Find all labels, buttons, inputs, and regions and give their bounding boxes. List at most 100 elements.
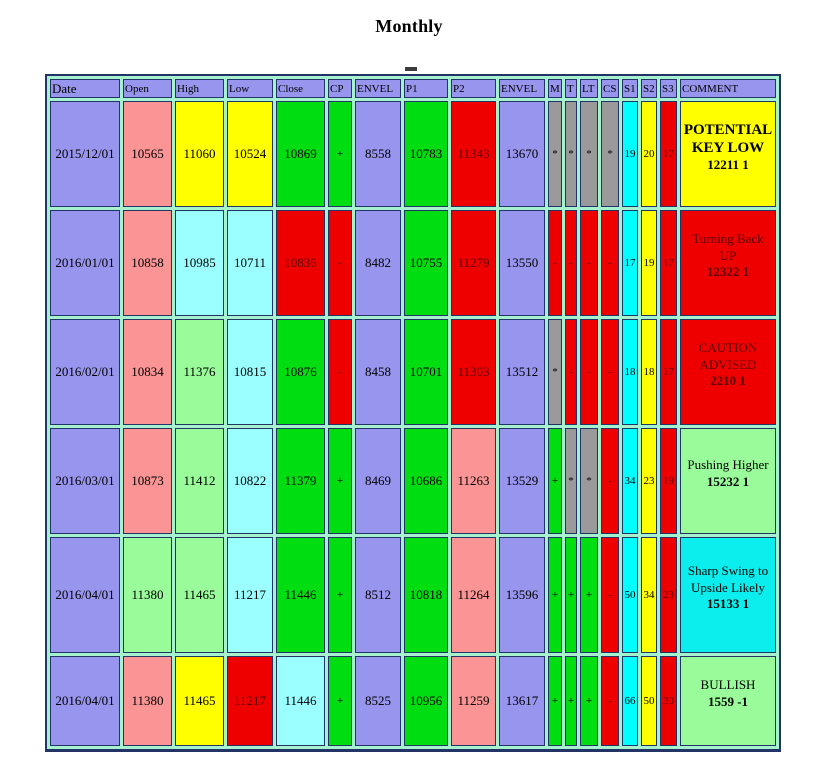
cell-close: 10869 xyxy=(276,101,325,207)
table-body: 2015/12/01 10565 11060 10524 10869 +8558 10783… xyxy=(50,101,776,746)
comment-number: 12211 1 xyxy=(707,156,749,172)
cell-m: + xyxy=(548,537,562,653)
cell-envel2: 13550 xyxy=(499,210,545,316)
table-container: Date Open High Low Close CP ENVEL P1 P2 ENVEL M T LT… xyxy=(45,74,781,752)
cell-high: 11465 xyxy=(175,537,224,653)
cell-date: 2016/04/01 xyxy=(50,656,120,746)
cell-p1: 10783 xyxy=(404,101,448,207)
cell-s3: 23 xyxy=(660,537,677,653)
column-header-p2: P2 xyxy=(451,79,496,98)
column-header-p1: P1 xyxy=(404,79,448,98)
cell-p2: 11303 xyxy=(451,319,496,425)
comment-number: 15232 1 xyxy=(706,473,750,489)
cell-cs: * xyxy=(601,101,619,207)
cell-lt: - xyxy=(580,210,598,316)
cell-m: + xyxy=(548,428,562,534)
cell-s1: 66 xyxy=(622,656,638,746)
cell-envel1: 8525 xyxy=(355,656,401,746)
column-header-comment: COMMENT xyxy=(680,79,776,98)
cell-s2: 19 xyxy=(641,210,657,316)
cell-close: 10836 xyxy=(276,210,325,316)
table-row: 2015/12/01 10565 11060 10524 10869 +8558 10783… xyxy=(50,101,776,207)
cell-open: 11380 xyxy=(123,656,172,746)
table-head: Date Open High Low Close CP ENVEL P1 P2 ENVEL M T LT… xyxy=(50,79,776,98)
cell-date: 2016/02/01 xyxy=(50,319,120,425)
column-header-envel1: ENVEL xyxy=(355,79,401,98)
cell-cp: + xyxy=(328,537,352,653)
cell-s1: 17 xyxy=(622,210,638,316)
cell-s1: 18 xyxy=(622,319,638,425)
cell-close: 11446 xyxy=(276,656,325,746)
cell-m: * xyxy=(548,319,562,425)
cell-s1: 50 xyxy=(622,537,638,653)
column-header-s3: S3 xyxy=(660,79,677,98)
cell-t: * xyxy=(565,101,577,207)
cell-high: 10985 xyxy=(175,210,224,316)
cell-open: 10858 xyxy=(123,210,172,316)
cell-low: 10524 xyxy=(227,101,273,207)
comment-wrap: Pushing Higher 15232 1 xyxy=(681,454,775,507)
cell-close: 11446 xyxy=(276,537,325,653)
column-header-date: Date xyxy=(50,79,120,98)
cell-low: 11217 xyxy=(227,656,273,746)
cell-m: + xyxy=(548,656,562,746)
cell-lt: - xyxy=(580,319,598,425)
cell-lt: * xyxy=(580,428,598,534)
cell-cp: - xyxy=(328,319,352,425)
cell-cp: + xyxy=(328,656,352,746)
comment-wrap: BULLISH 1559 -1 xyxy=(681,674,775,727)
column-header-lt: LT xyxy=(580,79,598,98)
cell-cp: + xyxy=(328,428,352,534)
cell-close: 11379 xyxy=(276,428,325,534)
cell-t: - xyxy=(565,210,577,316)
cell-s2: 50 xyxy=(641,656,657,746)
cell-high: 11376 xyxy=(175,319,224,425)
cell-high: 11412 xyxy=(175,428,224,534)
column-header-envel2: ENVEL xyxy=(499,79,545,98)
dash-mark xyxy=(405,67,417,71)
cell-envel2: 13512 xyxy=(499,319,545,425)
comment-text: CAUTION ADVISED xyxy=(698,340,758,372)
cell-s3: 17 xyxy=(660,319,677,425)
cell-comment: POTENTIAL KEY LOW 12211 1 xyxy=(680,101,776,207)
table-row: 2016/04/01 11380 11465 11217 11446 +8525 10956… xyxy=(50,656,776,746)
cell-cs: - xyxy=(601,210,619,316)
cell-m: - xyxy=(548,210,562,316)
cell-cp: - xyxy=(328,210,352,316)
cell-t: - xyxy=(565,319,577,425)
cell-open: 10565 xyxy=(123,101,172,207)
cell-open: 10834 xyxy=(123,319,172,425)
comment-number: 15133 1 xyxy=(706,595,750,611)
column-header-s1: S1 xyxy=(622,79,638,98)
column-header-open: Open xyxy=(123,79,172,98)
cell-open: 10873 xyxy=(123,428,172,534)
cell-t: + xyxy=(565,656,577,746)
comment-text: POTENTIAL KEY LOW xyxy=(683,121,773,156)
column-header-cs: CS xyxy=(601,79,619,98)
cell-p1: 10818 xyxy=(404,537,448,653)
cell-t: * xyxy=(565,428,577,534)
comment-text: Turning Back UP xyxy=(692,231,764,263)
cell-s3: 17 xyxy=(660,210,677,316)
comment-wrap: CAUTION ADVISED 2210 1 xyxy=(681,337,775,407)
cell-s2: 20 xyxy=(641,101,657,207)
cell-lt: + xyxy=(580,656,598,746)
cell-s3: 19 xyxy=(660,428,677,534)
column-header-low: Low xyxy=(227,79,273,98)
comment-number: 1559 -1 xyxy=(707,693,749,709)
cell-s3: 30 xyxy=(660,656,677,746)
cell-low: 10822 xyxy=(227,428,273,534)
cell-envel2: 13529 xyxy=(499,428,545,534)
cell-envel1: 8558 xyxy=(355,101,401,207)
cell-s2: 34 xyxy=(641,537,657,653)
cell-envel2: 13596 xyxy=(499,537,545,653)
comment-wrap: Sharp Swing to Upside Likely 15133 1 xyxy=(681,560,775,630)
comment-wrap: POTENTIAL KEY LOW 12211 1 xyxy=(681,118,775,191)
cell-cs: - xyxy=(601,656,619,746)
cell-low: 10815 xyxy=(227,319,273,425)
cell-t: + xyxy=(565,537,577,653)
cell-high: 11060 xyxy=(175,101,224,207)
cell-envel1: 8512 xyxy=(355,537,401,653)
cell-s1: 34 xyxy=(622,428,638,534)
